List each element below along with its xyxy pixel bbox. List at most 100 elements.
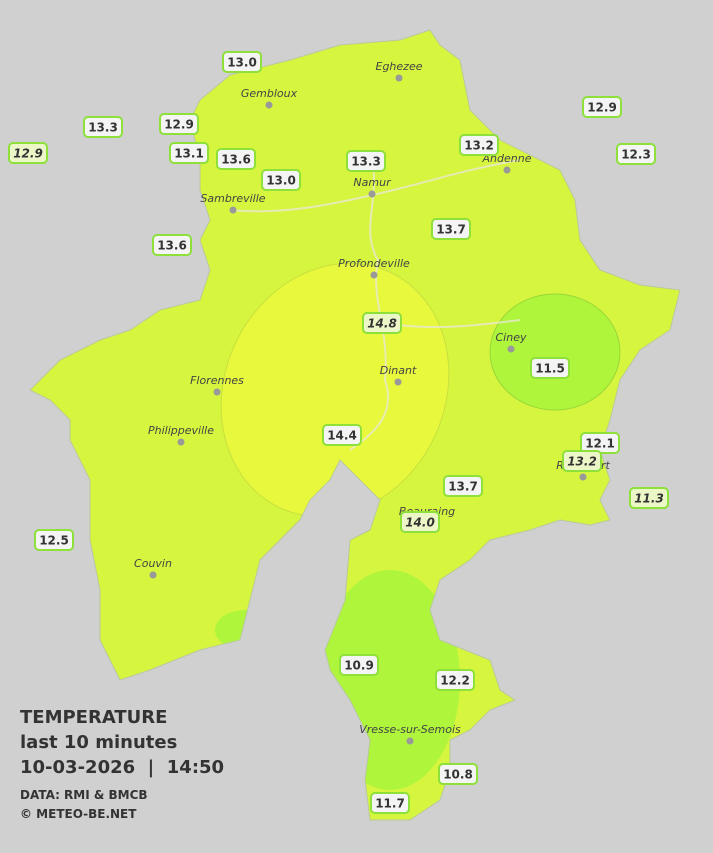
- station-box: [339, 654, 379, 676]
- station-box: [169, 142, 209, 164]
- station-value: 12.9: [587, 101, 617, 115]
- station: 13.6: [152, 234, 192, 256]
- station-box: [400, 511, 440, 533]
- station-value: 12.5: [39, 534, 69, 548]
- station: 13.6: [216, 148, 256, 170]
- station-box: [322, 424, 362, 446]
- station: 12.3: [616, 143, 656, 165]
- station-value: 13.2: [567, 455, 597, 469]
- station-box: [152, 234, 192, 256]
- station-value: 10.8: [443, 768, 473, 782]
- station: 13.7: [443, 475, 483, 497]
- station-box: [83, 116, 123, 138]
- station: 11.3: [629, 487, 669, 509]
- station-box: [346, 150, 386, 172]
- station-value: 13.6: [221, 153, 251, 167]
- city-label: Couvin: [134, 557, 172, 570]
- city-label: Philippeville: [148, 424, 214, 437]
- station-box: [530, 357, 570, 379]
- station-value: 12.9: [13, 147, 43, 161]
- station-box: [261, 169, 301, 191]
- city-label: Vresse-sur-Semois: [359, 723, 461, 736]
- station: 13.0: [261, 169, 301, 191]
- station-value: 10.9: [344, 659, 374, 673]
- station-box: [459, 134, 499, 156]
- station-value: 13.3: [351, 155, 381, 169]
- station: 12.9: [582, 96, 622, 118]
- station: 14.4: [322, 424, 362, 446]
- city-dot: [177, 438, 185, 446]
- station-value: 13.6: [157, 239, 187, 253]
- station: 13.3: [83, 116, 123, 138]
- city-label: Namur: [353, 176, 392, 189]
- station: 12.9: [159, 113, 199, 135]
- station: 13.2: [562, 450, 602, 472]
- station-value: 14.4: [327, 429, 357, 443]
- city-label: Dinant: [380, 364, 417, 377]
- legend-source: DATA: RMI & BMCB: [20, 788, 148, 802]
- legend-title: TEMPERATURE: [20, 707, 167, 728]
- legend-datetime: 10-03-2026 | 14:50: [20, 757, 224, 778]
- station-box: [222, 51, 262, 73]
- station: 14.0: [400, 511, 440, 533]
- city-label: Gembloux: [241, 87, 298, 100]
- station-value: 14.8: [367, 317, 397, 331]
- station-box: [8, 142, 48, 164]
- city-label: Profondeville: [338, 257, 410, 270]
- station-box: [159, 113, 199, 135]
- station: 13.1: [169, 142, 209, 164]
- station-value: 13.2: [464, 139, 494, 153]
- city-dot: [368, 190, 376, 198]
- station-box: [216, 148, 256, 170]
- station: 12.1: [580, 432, 620, 454]
- station-value: 13.1: [174, 147, 204, 161]
- city-dot: [213, 388, 221, 396]
- station: 13.7: [431, 218, 471, 240]
- city-label: Ciney: [496, 331, 527, 344]
- station-value: 12.2: [440, 674, 470, 688]
- station: 11.5: [530, 357, 570, 379]
- station: 11.7: [370, 792, 410, 814]
- station-box: [616, 143, 656, 165]
- station-value: 12.9: [164, 118, 194, 132]
- station-value: 11.3: [634, 492, 664, 506]
- station-box: [443, 475, 483, 497]
- legend-copyright: © METEO-BE.NET: [20, 807, 137, 821]
- city-dot: [579, 473, 587, 481]
- station-value: 11.7: [375, 797, 405, 811]
- city-label: Sambreville: [200, 192, 265, 205]
- city-label: Florennes: [190, 374, 244, 387]
- station-box: [370, 792, 410, 814]
- station-value: 13.7: [436, 223, 466, 237]
- station: 10.9: [339, 654, 379, 676]
- city-dot: [395, 74, 403, 82]
- station-value: 12.3: [621, 148, 651, 162]
- station: 13.2: [459, 134, 499, 156]
- station-box: [362, 312, 402, 334]
- station-box: [435, 669, 475, 691]
- city-dot: [503, 166, 511, 174]
- station-value: 13.3: [88, 121, 118, 135]
- city-dot: [394, 378, 402, 386]
- station-box: [562, 450, 602, 472]
- station-box: [438, 763, 478, 785]
- station-value: 11.5: [535, 362, 565, 376]
- city-dot: [265, 101, 273, 109]
- station-value: 13.7: [448, 480, 478, 494]
- city-dot: [149, 571, 157, 579]
- station: 10.8: [438, 763, 478, 785]
- station: 12.5: [34, 529, 74, 551]
- station-box: [34, 529, 74, 551]
- station: 12.9: [8, 142, 48, 164]
- station-box: [431, 218, 471, 240]
- station: 14.8: [362, 312, 402, 334]
- station: 13.3: [346, 150, 386, 172]
- station: 13.0: [222, 51, 262, 73]
- station-box: [629, 487, 669, 509]
- station-value: 14.0: [405, 516, 435, 530]
- station-value: 13.0: [227, 56, 257, 70]
- legend-subtitle: last 10 minutes: [20, 732, 177, 753]
- station: 12.2: [435, 669, 475, 691]
- station-box: [582, 96, 622, 118]
